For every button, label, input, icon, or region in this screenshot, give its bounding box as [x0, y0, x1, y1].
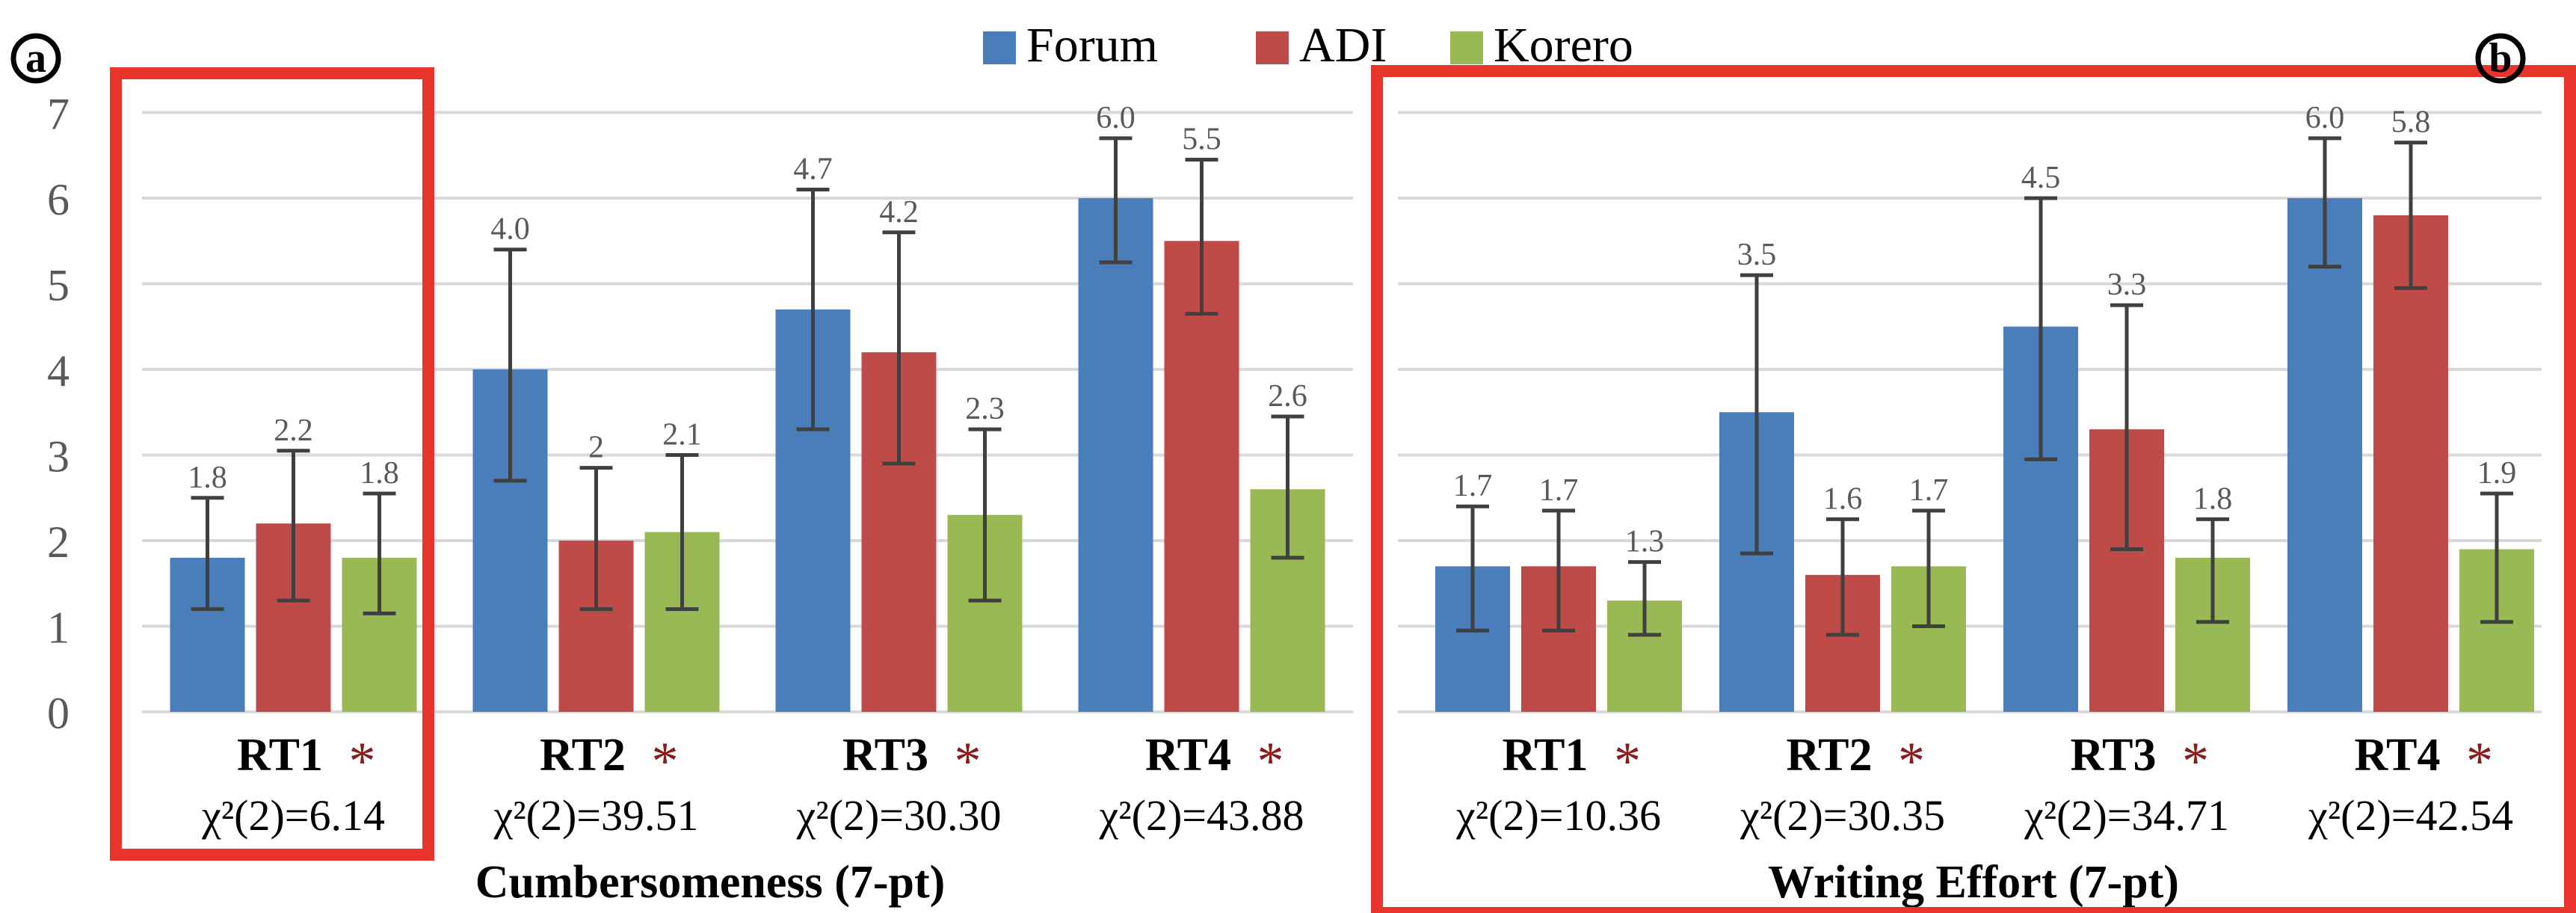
- panel-letter: b: [2489, 35, 2512, 82]
- data-label: 6.0: [1096, 101, 1136, 135]
- data-label: 2: [588, 431, 604, 465]
- bar-adi: [2373, 215, 2448, 712]
- significance-star: *: [1898, 731, 1925, 791]
- data-label: 6.0: [2305, 101, 2345, 135]
- chi-square-stat: χ²(2)=30.35: [1740, 791, 1945, 840]
- data-label: 4.2: [879, 195, 919, 230]
- y-tick-label: 1: [47, 603, 70, 653]
- chi-square-stat: χ²(2)=34.71: [2024, 791, 2229, 840]
- panel-letter: a: [25, 35, 46, 82]
- data-label: 5.5: [1182, 122, 1221, 156]
- data-label: 5.8: [2391, 105, 2431, 140]
- category-label: RT4: [1145, 730, 1231, 781]
- legend-swatch-forum: [983, 31, 1016, 64]
- panel-b-title: Writing Effort (7-pt): [1768, 857, 2179, 908]
- data-label: 1.3: [1625, 525, 1665, 559]
- chi-square-stat: χ²(2)=42.54: [2308, 791, 2513, 840]
- significance-star: *: [652, 731, 679, 791]
- data-label: 1.8: [188, 461, 227, 495]
- significance-star: *: [2182, 731, 2209, 791]
- panel-letter-circle: [10, 33, 61, 84]
- panel-a-title: Cumbersomeness (7-pt): [475, 857, 946, 908]
- chi-square-stat: χ²(2)=39.51: [493, 791, 699, 840]
- legend-label-korero: Korero: [1494, 18, 1633, 73]
- category-label: RT2: [1787, 730, 1873, 781]
- data-label: 1.7: [1539, 473, 1579, 508]
- y-tick-label: 6: [47, 175, 70, 224]
- y-tick-label: 2: [47, 517, 70, 567]
- data-label: 2.2: [274, 414, 313, 448]
- data-label: 4.7: [793, 153, 833, 187]
- bar-forum: [2287, 198, 2362, 712]
- legend-label-adi: ADI: [1299, 18, 1387, 73]
- data-label: 3.5: [1737, 238, 1777, 272]
- legend-swatch-adi: [1256, 31, 1289, 64]
- highlight-box-rt1: [110, 67, 434, 861]
- chi-square-stat: χ²(2)=6.14: [201, 791, 385, 840]
- data-label: 1.9: [2477, 456, 2517, 491]
- highlight-box-panel-b: [1371, 65, 2576, 913]
- chi-square-stat: χ²(2)=30.30: [796, 791, 1002, 840]
- data-label: 2.1: [662, 418, 702, 452]
- significance-star: *: [1614, 731, 1641, 791]
- y-tick-label: 0: [47, 689, 70, 738]
- data-label: 2.6: [1268, 379, 1307, 414]
- chi-square-stat: χ²(2)=43.88: [1099, 791, 1304, 840]
- significance-star: *: [349, 731, 376, 791]
- bar-forum: [1078, 198, 1153, 712]
- category-label: RT3: [2071, 730, 2157, 781]
- significance-star: *: [2466, 731, 2493, 791]
- y-tick-label: 7: [47, 90, 70, 139]
- legend-swatch-korero: [1450, 31, 1483, 64]
- data-label: 1.8: [2193, 482, 2233, 516]
- data-label: 1.8: [360, 456, 399, 491]
- data-label: 2.3: [965, 392, 1005, 426]
- significance-star: *: [1257, 731, 1284, 791]
- y-tick-label: 5: [47, 261, 70, 310]
- category-label: RT3: [842, 730, 928, 781]
- y-tick-label: 4: [47, 346, 70, 396]
- category-label: RT1: [237, 730, 323, 781]
- significance-star: *: [955, 731, 982, 791]
- data-label: 1.7: [1909, 473, 1949, 508]
- data-label: 1.6: [1823, 482, 1863, 516]
- panel-letter-circle: [2475, 33, 2526, 84]
- y-tick-label: 3: [47, 432, 70, 482]
- data-label: 1.7: [1453, 469, 1493, 503]
- data-label: 3.3: [2107, 268, 2147, 302]
- category-label: RT2: [540, 730, 626, 781]
- data-label: 4.0: [490, 212, 530, 247]
- category-label: RT1: [1503, 730, 1589, 781]
- bar-adi: [1164, 241, 1239, 712]
- category-label: RT4: [2355, 730, 2441, 781]
- chi-square-stat: χ²(2)=10.36: [1455, 791, 1661, 840]
- legend-label-forum: Forum: [1026, 18, 1158, 73]
- data-label: 4.5: [2021, 161, 2061, 195]
